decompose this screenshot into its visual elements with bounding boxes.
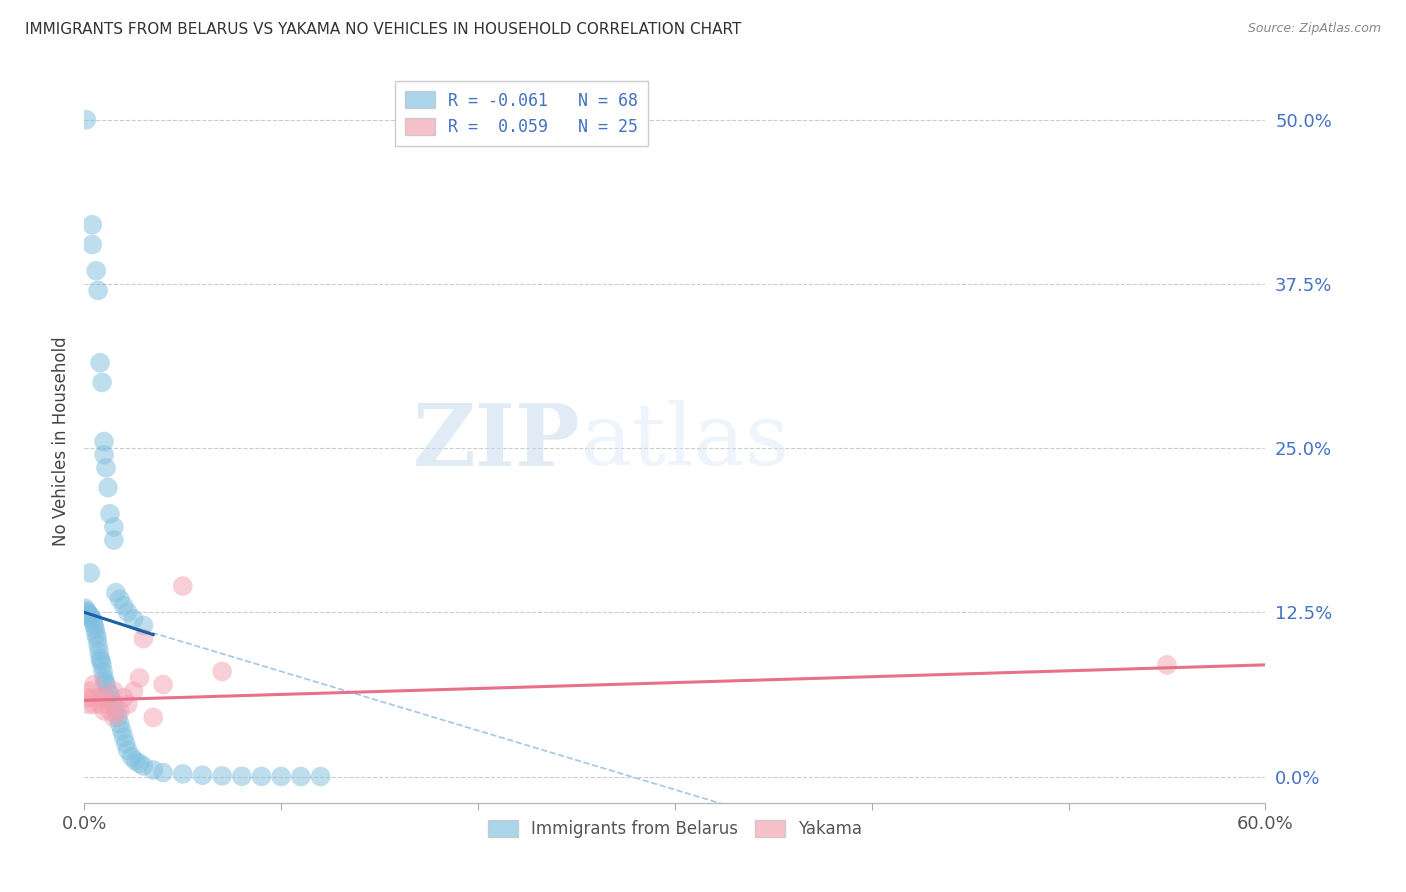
Point <box>97 481 120 495</box>
Y-axis label: No Vehicles in Household: No Vehicles in Household <box>52 336 70 547</box>
Point <box>172 579 194 593</box>
Point <box>98 704 121 718</box>
Point <box>82 237 104 252</box>
Point <box>93 434 115 449</box>
Point <box>114 737 136 751</box>
Point <box>91 657 114 672</box>
Point <box>84 627 107 641</box>
Point <box>211 769 233 783</box>
Point <box>83 677 105 691</box>
Point <box>250 769 273 783</box>
Point <box>79 684 101 698</box>
Point <box>103 698 125 712</box>
Point <box>91 376 114 390</box>
Point <box>122 684 145 698</box>
Point <box>112 730 135 744</box>
Point <box>94 675 117 690</box>
Point <box>128 756 150 771</box>
Point <box>142 763 165 777</box>
Point <box>90 654 112 668</box>
Point <box>89 698 111 712</box>
Point <box>231 769 253 783</box>
Point <box>270 770 292 784</box>
Point <box>108 717 131 731</box>
Point <box>211 665 233 679</box>
Point <box>87 638 110 652</box>
Point <box>122 612 145 626</box>
Point <box>111 723 134 738</box>
Point <box>1156 657 1178 672</box>
Point <box>112 599 135 613</box>
Point <box>82 612 104 626</box>
Point <box>107 710 129 724</box>
Point <box>75 604 97 618</box>
Point <box>79 566 101 580</box>
Legend: Immigrants from Belarus, Yakama: Immigrants from Belarus, Yakama <box>481 814 869 845</box>
Point <box>103 684 125 698</box>
Point <box>91 665 114 679</box>
Text: IMMIGRANTS FROM BELARUS VS YAKAMA NO VEHICLES IN HOUSEHOLD CORRELATION CHART: IMMIGRANTS FROM BELARUS VS YAKAMA NO VEH… <box>25 22 742 37</box>
Point <box>108 704 131 718</box>
Point <box>93 690 115 705</box>
Point <box>98 688 121 702</box>
Point <box>132 618 155 632</box>
Point <box>84 623 107 637</box>
Point <box>82 690 104 705</box>
Point <box>191 768 214 782</box>
Point <box>86 632 108 646</box>
Point <box>82 218 104 232</box>
Point <box>117 605 139 619</box>
Point <box>79 609 101 624</box>
Point <box>108 592 131 607</box>
Point <box>77 698 100 712</box>
Point <box>94 460 117 475</box>
Point <box>117 698 139 712</box>
Point <box>124 754 146 768</box>
Point <box>101 693 124 707</box>
Point <box>112 690 135 705</box>
Point <box>117 743 139 757</box>
Point <box>290 770 312 784</box>
Point <box>93 448 115 462</box>
Point <box>80 610 103 624</box>
Text: atlas: atlas <box>581 400 790 483</box>
Point <box>94 677 117 691</box>
Point <box>87 645 111 659</box>
Point <box>104 585 127 599</box>
Point <box>79 607 101 622</box>
Point <box>83 698 105 712</box>
Point <box>132 632 155 646</box>
Point <box>98 507 121 521</box>
Point <box>309 770 332 784</box>
Point <box>83 618 105 632</box>
Point <box>75 601 97 615</box>
Point <box>172 767 194 781</box>
Point <box>132 759 155 773</box>
Point <box>142 710 165 724</box>
Text: ZIP: ZIP <box>412 400 581 483</box>
Point <box>75 112 97 127</box>
Point <box>89 356 111 370</box>
Point <box>75 690 97 705</box>
Point <box>104 704 127 718</box>
Point <box>76 605 98 619</box>
Text: Source: ZipAtlas.com: Source: ZipAtlas.com <box>1247 22 1381 36</box>
Point <box>97 684 120 698</box>
Point <box>103 520 125 534</box>
Point <box>82 615 104 629</box>
Point <box>152 677 174 691</box>
Point <box>87 690 110 705</box>
Point <box>152 765 174 780</box>
Point <box>97 698 120 712</box>
Point <box>77 607 100 621</box>
Point <box>93 704 115 718</box>
Point <box>103 533 125 547</box>
Point <box>121 749 143 764</box>
Point <box>87 284 110 298</box>
Point <box>84 264 107 278</box>
Point <box>89 651 111 665</box>
Point <box>128 671 150 685</box>
Point <box>103 710 125 724</box>
Point <box>93 671 115 685</box>
